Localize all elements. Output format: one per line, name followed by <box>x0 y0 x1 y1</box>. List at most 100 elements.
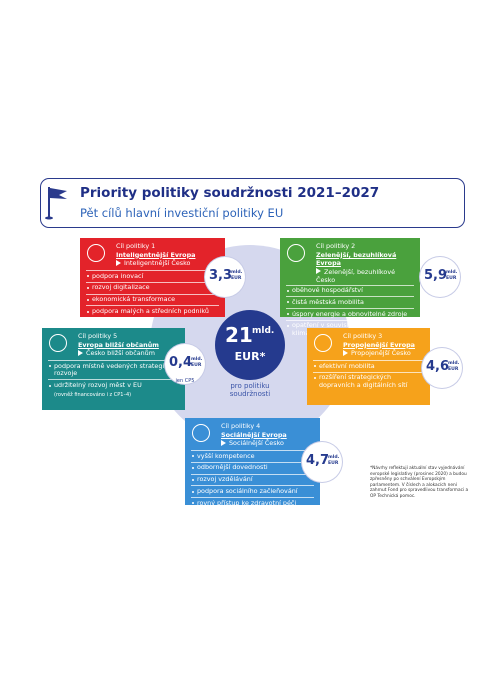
goal-eu-name: Zelenější, bezuhlíková Evropa <box>316 250 397 268</box>
goal-cz-row: Česko bližší občanům <box>78 349 179 358</box>
goal-item: podpora malých a středních podniků <box>86 305 219 317</box>
goal-note: (rovněž financováno i z CP1–4) <box>54 392 132 399</box>
amount-circle: 4,7 mld. EUR <box>302 442 342 482</box>
amount-unit-text: mld. <box>231 270 243 275</box>
goal-cz-name: Sociálnější Česko <box>229 439 284 447</box>
goal-item: efektivní mobilita <box>313 360 424 372</box>
amount-currency: EUR <box>191 362 202 368</box>
goal-eu-name: Propojenější Evropa <box>343 340 415 349</box>
goal-cz-name: Propojenější Česko <box>351 349 411 357</box>
goal-eu-row: Propojenější Evropa <box>343 341 424 350</box>
goal-cz-name: Zelenější, bezuhlíkové Česko <box>316 267 396 285</box>
footnote: *Návrhy reflektují aktuální stav vyjedná… <box>370 466 469 499</box>
goal-item: úspory energie a obnovitelné zdroje <box>286 308 414 320</box>
goal-item: vyšší kompetence <box>191 450 314 462</box>
arrow-icon <box>316 268 321 274</box>
amount-circle: 4,6 mld. EUR <box>422 348 462 388</box>
goal-label: Cíl politiky 2 <box>316 242 356 250</box>
goal-item: čistá městská mobilita <box>286 296 414 308</box>
goal-eu-name: Inteligentnější Evropa <box>116 250 196 259</box>
goal-header: Cíl politiky 3 Propojenější Evropa Propoje… <box>313 332 424 360</box>
arrow-icon <box>343 349 348 356</box>
goal-icon <box>87 244 105 262</box>
goal-item: podpora inovací <box>86 270 219 282</box>
goal-icon <box>314 334 332 352</box>
goal-cz-name: Česko bližší občanům <box>86 349 155 357</box>
total-currency: EUR* <box>234 350 266 363</box>
goal-cz-row: Zelenější, bezuhlíkové Česko <box>316 268 414 285</box>
goal-icon <box>192 424 210 442</box>
amount-number: 5,9 <box>424 268 448 283</box>
goal-item: rozvoj vzdělávání <box>191 473 314 486</box>
amount-currency: EUR <box>448 366 459 372</box>
goal-box: Cíl politiky 3 Propojenější Evropa Propoje… <box>307 328 430 405</box>
total-caption: pro politiku soudržnosti <box>229 382 271 398</box>
amount-unit-text: mld. <box>328 455 340 460</box>
goal-item: oběhové hospodářství <box>286 284 414 297</box>
total-amount: 21 <box>225 323 253 347</box>
amount-number: 3,3 <box>209 268 233 283</box>
goal-item: rovný přístup ke zdravotní péči <box>191 497 314 509</box>
goal-item: rozšíření strategických dopravních a dig… <box>313 371 424 391</box>
goal-item: ekonomická transformace <box>86 293 219 306</box>
amount-note: jen CP5 <box>175 378 195 384</box>
amount-number: 0,4 <box>169 355 193 370</box>
amount-currency: EUR <box>446 275 457 281</box>
goal-header: Cíl politiky 5 Evropa bližší občanům Česko… <box>48 332 179 360</box>
title: Priority politiky soudržnosti 2021–2027 <box>80 185 380 201</box>
goal-eu-name: Evropa bližší občanům <box>78 340 159 349</box>
amount-circle: 5,9 mld. EUR <box>420 257 460 297</box>
goal-header: Cíl politiky 4 Sociálnější Evropa Sociálně… <box>191 422 314 450</box>
subtitle: Pět cílů hlavní investiční politiky EU <box>80 206 284 220</box>
total-unit: mld. <box>252 326 275 336</box>
goal-label: Cíl politiky 1 <box>116 242 156 250</box>
amount-currency: EUR <box>231 275 242 281</box>
goal-item: udržitelný rozvoj měst v EU <box>48 379 179 391</box>
goal-label: Cíl politiky 5 <box>78 332 118 340</box>
goal-eu-row: Evropa bližší občanům <box>78 341 179 350</box>
amount-unit: mld. EUR <box>231 270 242 281</box>
goal-header: Cíl politiky 1 Inteligentnější Evropa Inte… <box>86 242 219 270</box>
amount-number: 4,7 <box>306 453 330 468</box>
goal-eu-row: Sociálnější Evropa <box>221 431 314 440</box>
goal-eu-row: Zelenější, bezuhlíková Evropa <box>316 251 414 268</box>
amount-number: 4,6 <box>426 359 450 374</box>
goal-item: podpora místně vedených strategií rozvoj… <box>48 360 179 379</box>
amount-currency: EUR <box>328 460 339 466</box>
arrow-icon <box>78 349 83 356</box>
goal-box: Cíl politiky 2 Zelenější, bezuhlíková Evr… <box>280 238 420 337</box>
amount-circle: 3,3 mld. EUR <box>205 257 245 297</box>
amount-unit: mld. EUR <box>328 455 339 466</box>
goal-box: Cíl politiky 4 Sociálnější Evropa Sociálně… <box>185 418 320 506</box>
goal-item: odbornější dovednosti <box>191 461 314 474</box>
amount-unit: mld. EUR <box>191 357 202 368</box>
amount-unit-text: mld. <box>448 361 460 366</box>
amount-unit: mld. EUR <box>448 361 459 372</box>
goal-item: rozvoj digitalizace <box>86 281 219 294</box>
arrow-icon <box>221 439 226 446</box>
amount-unit-text: mld. <box>446 270 458 275</box>
goal-cz-row: Inteligentnější Česko <box>116 259 219 268</box>
goal-header: Cíl politiky 2 Zelenější, bezuhlíková Evr… <box>286 242 414 285</box>
goal-cz-row: Propojenější Česko <box>343 349 424 358</box>
goal-icon <box>49 334 67 352</box>
goal-box: Cíl politiky 5 Evropa bližší občanům Česko… <box>42 328 185 410</box>
amount-unit-text: mld. <box>191 357 203 362</box>
amount-circle: 0,4 mld. EUR <box>165 344 205 384</box>
goal-box: Cíl politiky 1 Inteligentnější Evropa Inte… <box>80 238 225 317</box>
goal-item: podpora sociálního začleňování <box>191 485 314 497</box>
goal-eu-name: Sociálnější Evropa <box>221 430 287 439</box>
goal-cz-name: Inteligentnější Česko <box>124 259 191 267</box>
arrow-icon <box>116 259 121 266</box>
total-circle: 21 mld. EUR* <box>215 310 285 380</box>
goal-item: opatření v souvislosti se změnou klimatu <box>286 319 414 339</box>
goal-label: Cíl politiky 3 <box>343 332 383 340</box>
header-frame <box>40 178 465 228</box>
flag-icon <box>45 187 67 220</box>
goal-cz-row: Sociálnější Česko <box>221 439 314 448</box>
goal-icon <box>287 244 305 262</box>
goal-eu-row: Inteligentnější Evropa <box>116 251 219 260</box>
amount-unit: mld. EUR <box>446 270 457 281</box>
goal-label: Cíl politiky 4 <box>221 422 261 430</box>
